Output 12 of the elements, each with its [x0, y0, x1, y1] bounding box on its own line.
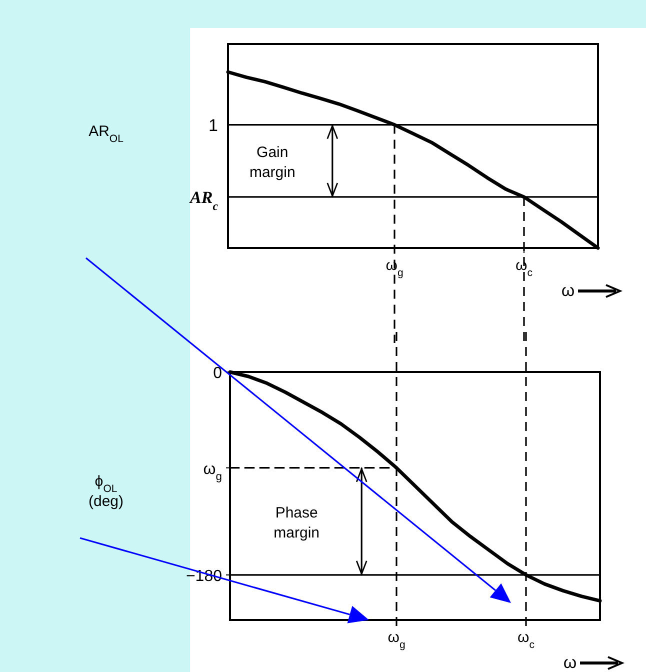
- x-axis-title: ω: [563, 653, 577, 672]
- y-axis-title: AR$_{OL}$: [88, 123, 124, 145]
- ref-line-label: 1: [208, 116, 218, 135]
- y-tick-label: ω$_{g}$: [203, 460, 222, 483]
- annotation: Gain margin: [249, 144, 296, 181]
- y-tick-label: 0: [213, 365, 222, 382]
- x-tick-label: ω$_{c}$: [518, 629, 534, 651]
- x-tick-label: ω$_{c}$: [516, 257, 532, 279]
- annotation: Phase margin: [274, 504, 320, 542]
- x-axis-title: ω: [561, 281, 575, 300]
- ref-line-label: AR$_{c}$: [189, 188, 219, 213]
- y-axis-title: ϕ$_{OL}$ (deg): [88, 473, 124, 510]
